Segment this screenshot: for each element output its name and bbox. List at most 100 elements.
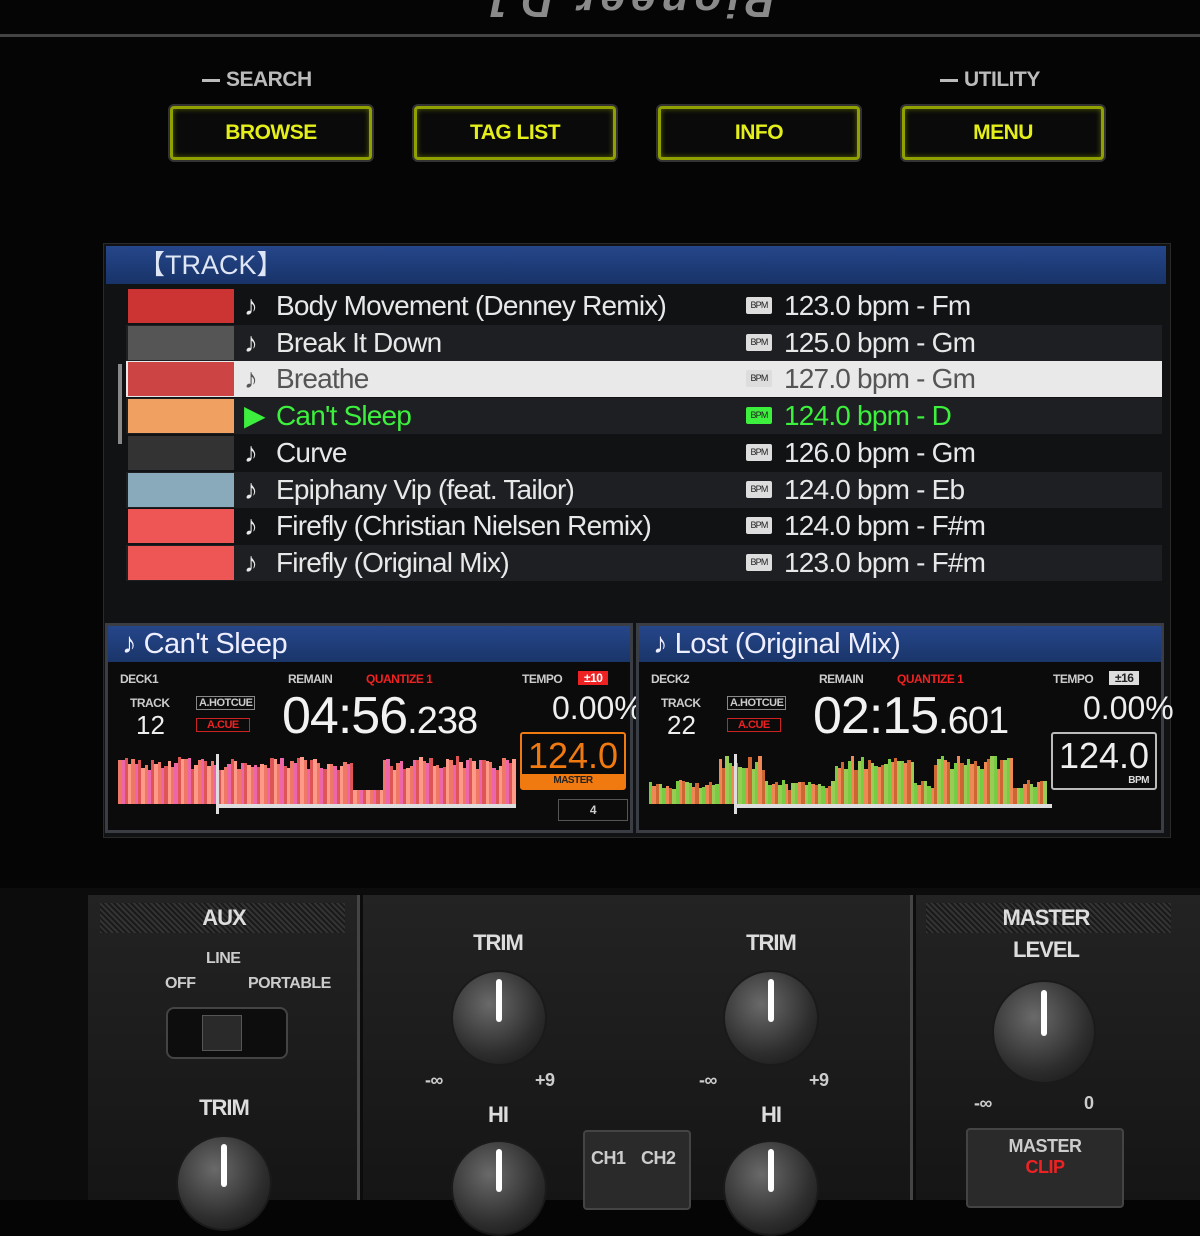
track-row[interactable]: ▶ Can't Sleep BPM 124.0 bpm - D	[126, 398, 1162, 434]
time-display: 02:15.601	[813, 686, 1008, 746]
bpm-display: 124.0 MASTER	[520, 732, 626, 790]
browser-title: 【TRACK】	[106, 246, 1166, 284]
master-clip-indicator: MASTER CLIP	[966, 1128, 1124, 1208]
waveform-overview[interactable]	[649, 756, 1047, 804]
bpm-tag: BPM	[1053, 774, 1155, 788]
info-button[interactable]: INFO	[658, 106, 860, 160]
beat-counter: 4	[558, 799, 628, 821]
music-note-icon: ♪	[244, 435, 257, 471]
deck-label: DECK2	[651, 672, 689, 686]
master-min: -∞	[974, 1093, 992, 1114]
pitch-percent: 0.00%	[1083, 690, 1174, 727]
album-art	[128, 473, 234, 507]
tag-list-button[interactable]: TAG LIST	[414, 106, 616, 160]
ch2-cue-button[interactable]: CH2	[641, 1148, 676, 1169]
aux-label: AUX	[88, 905, 360, 931]
track-row[interactable]: ♪ Firefly (Christian Nielsen Remix) BPM …	[126, 508, 1162, 544]
deck-title-text: Can't Sleep	[144, 628, 288, 660]
music-note-icon: ♪	[244, 361, 257, 397]
track-row[interactable]: ♪ Curve BPM 126.0 bpm - Gm	[126, 435, 1162, 471]
master-level-knob[interactable]	[992, 980, 1096, 1084]
track-bpm-key: 125.0 bpm - Gm	[784, 325, 975, 361]
album-art	[128, 509, 234, 543]
master-max: 0	[1084, 1093, 1094, 1114]
tempo-range-badge[interactable]: ±16	[1109, 671, 1139, 685]
master-section: MASTER LEVEL -∞ 0 MASTER CLIP	[916, 895, 1200, 1200]
ch1-cue-button[interactable]: CH1	[591, 1148, 626, 1169]
ch1-hi-knob[interactable]	[451, 1140, 547, 1236]
tempo-label: TEMPO	[522, 672, 562, 686]
ch1-trim-min: -∞	[425, 1070, 443, 1091]
bpm-icon: BPM	[746, 297, 772, 314]
track-bpm-key: 123.0 bpm - Fm	[784, 288, 970, 324]
track-title: Breathe	[276, 361, 368, 397]
music-note-icon: ♪	[244, 288, 257, 324]
track-title: Firefly (Original Mix)	[276, 545, 509, 581]
track-row[interactable]: ♪ Break It Down BPM 125.0 bpm - Gm	[126, 325, 1162, 361]
ch1-trim-knob[interactable]	[451, 970, 547, 1066]
level-label: LEVEL	[916, 937, 1176, 963]
headphone-cue-buttons: CH1 CH2	[583, 1130, 691, 1210]
time-display: 04:56.238	[282, 686, 477, 746]
waveform-overview[interactable]	[118, 756, 516, 804]
bpm-icon: BPM	[746, 554, 772, 571]
tempo-range-badge[interactable]: ±10	[578, 671, 608, 685]
ch2-trim-max: +9	[809, 1070, 829, 1091]
track-row[interactable]: ♪ Epiphany Vip (feat. Tailor) BPM 124.0 …	[126, 472, 1162, 508]
album-art	[128, 399, 234, 433]
track-bpm-key: 124.0 bpm - D	[784, 398, 951, 434]
scrollbar[interactable]	[118, 364, 122, 444]
bpm-icon: BPM	[746, 334, 772, 351]
waveform-bar	[512, 759, 515, 804]
search-group-label: SEARCH	[202, 68, 312, 92]
track-label: TRACK	[130, 696, 170, 710]
aux-input-switch[interactable]	[166, 1007, 288, 1059]
menu-button[interactable]: MENU	[902, 106, 1104, 160]
aux-trim-label: TRIM	[88, 1095, 360, 1121]
ch2-hi-label: HI	[721, 1102, 821, 1128]
track-bpm-key: 127.0 bpm - Gm	[784, 361, 975, 397]
track-number: 12	[136, 710, 165, 741]
track-bpm-key: 124.0 bpm - F#m	[784, 508, 985, 544]
bpm-icon: BPM	[746, 481, 772, 498]
portable-label: PORTABLE	[248, 975, 331, 993]
music-note-icon: ♪	[122, 628, 136, 660]
ch1-hi-label: HI	[448, 1102, 548, 1128]
clip-label: CLIP	[968, 1157, 1122, 1178]
progress-bar	[216, 804, 516, 808]
play-icon: ▶	[244, 398, 265, 434]
track-bpm-key: 124.0 bpm - Eb	[784, 472, 964, 508]
tempo-label: TEMPO	[1053, 672, 1093, 686]
music-note-icon: ♪	[653, 628, 667, 660]
bpm-icon: BPM	[746, 370, 772, 387]
bpm-icon: BPM	[746, 407, 772, 424]
off-label: OFF	[165, 975, 196, 993]
master-label: MASTER	[916, 905, 1176, 931]
music-note-icon: ♪	[244, 472, 257, 508]
channel-section: TRIM -∞ +9 HI TRIM -∞ +9 HI CH1 CH2	[363, 895, 913, 1200]
waveform-bar	[1043, 781, 1046, 804]
aux-trim-knob[interactable]	[176, 1135, 272, 1231]
deck-label: DECK1	[120, 672, 158, 686]
track-title: Firefly (Christian Nielsen Remix)	[276, 508, 651, 544]
deck-track-title: ♪ Can't Sleep	[108, 626, 630, 662]
ch2-trim-knob[interactable]	[723, 970, 819, 1066]
track-number: 22	[667, 710, 696, 741]
track-bpm-key: 126.0 bpm - Gm	[784, 435, 975, 471]
track-title: Epiphany Vip (feat. Tailor)	[276, 472, 574, 508]
ch2-hi-knob[interactable]	[723, 1140, 819, 1236]
album-art	[128, 362, 234, 396]
track-row[interactable]: ♪ Firefly (Original Mix) BPM 123.0 bpm -…	[126, 545, 1162, 581]
ch2-trim-min: -∞	[699, 1070, 717, 1091]
track-row[interactable]: ♪ Body Movement (Denney Remix) BPM 123.0…	[126, 288, 1162, 324]
track-label: TRACK	[661, 696, 701, 710]
track-row[interactable]: ♪ Breathe BPM 127.0 bpm - Gm	[126, 361, 1162, 397]
music-note-icon: ♪	[244, 545, 257, 581]
hotcue-badge: A.HOTCUE	[196, 696, 255, 710]
music-note-icon: ♪	[244, 508, 257, 544]
track-title: Break It Down	[276, 325, 441, 361]
browse-button[interactable]: BROWSE	[170, 106, 372, 160]
divider	[0, 34, 1200, 37]
track-title: Curve	[276, 435, 347, 471]
cue-badge: A.CUE	[196, 718, 250, 732]
